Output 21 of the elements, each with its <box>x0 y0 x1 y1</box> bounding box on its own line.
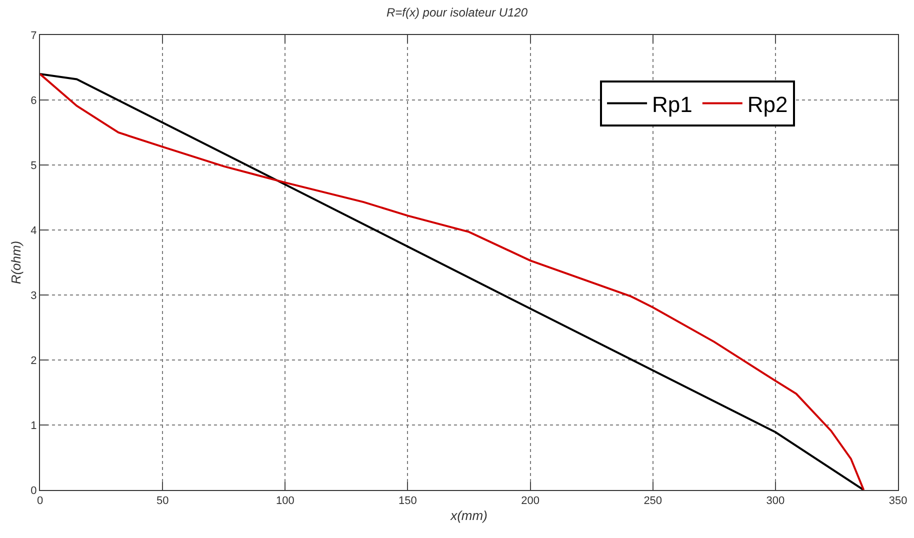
y-axis-title: R(ohm) <box>8 240 24 284</box>
x-tick-label: 300 <box>766 495 785 508</box>
x-tick-label: 100 <box>276 495 294 508</box>
y-tick-label: 7 <box>30 30 37 42</box>
y-tick-label: 5 <box>30 160 37 172</box>
chart-title: R=f(x) pour isolateur U120 <box>386 5 528 20</box>
x-tick-label: 150 <box>398 495 417 508</box>
legend-label: Rp2 <box>747 92 788 117</box>
x-tick-label: 200 <box>521 495 540 508</box>
x-tick-label: 50 <box>156 495 169 508</box>
y-tick-label: 0 <box>30 484 37 497</box>
x-axis-title: x(mm) <box>450 508 488 523</box>
x-tick-label: 250 <box>644 495 662 508</box>
y-tick-label: 6 <box>30 94 37 107</box>
y-tick-label: 2 <box>30 354 37 367</box>
x-tick-label: 350 <box>888 495 908 508</box>
y-tick-label: 4 <box>30 224 37 237</box>
line-series <box>40 73 865 490</box>
legend-label: Rp1 <box>652 92 692 117</box>
y-tick-label: 3 <box>30 290 37 302</box>
y-tick-label: 1 <box>30 420 37 432</box>
